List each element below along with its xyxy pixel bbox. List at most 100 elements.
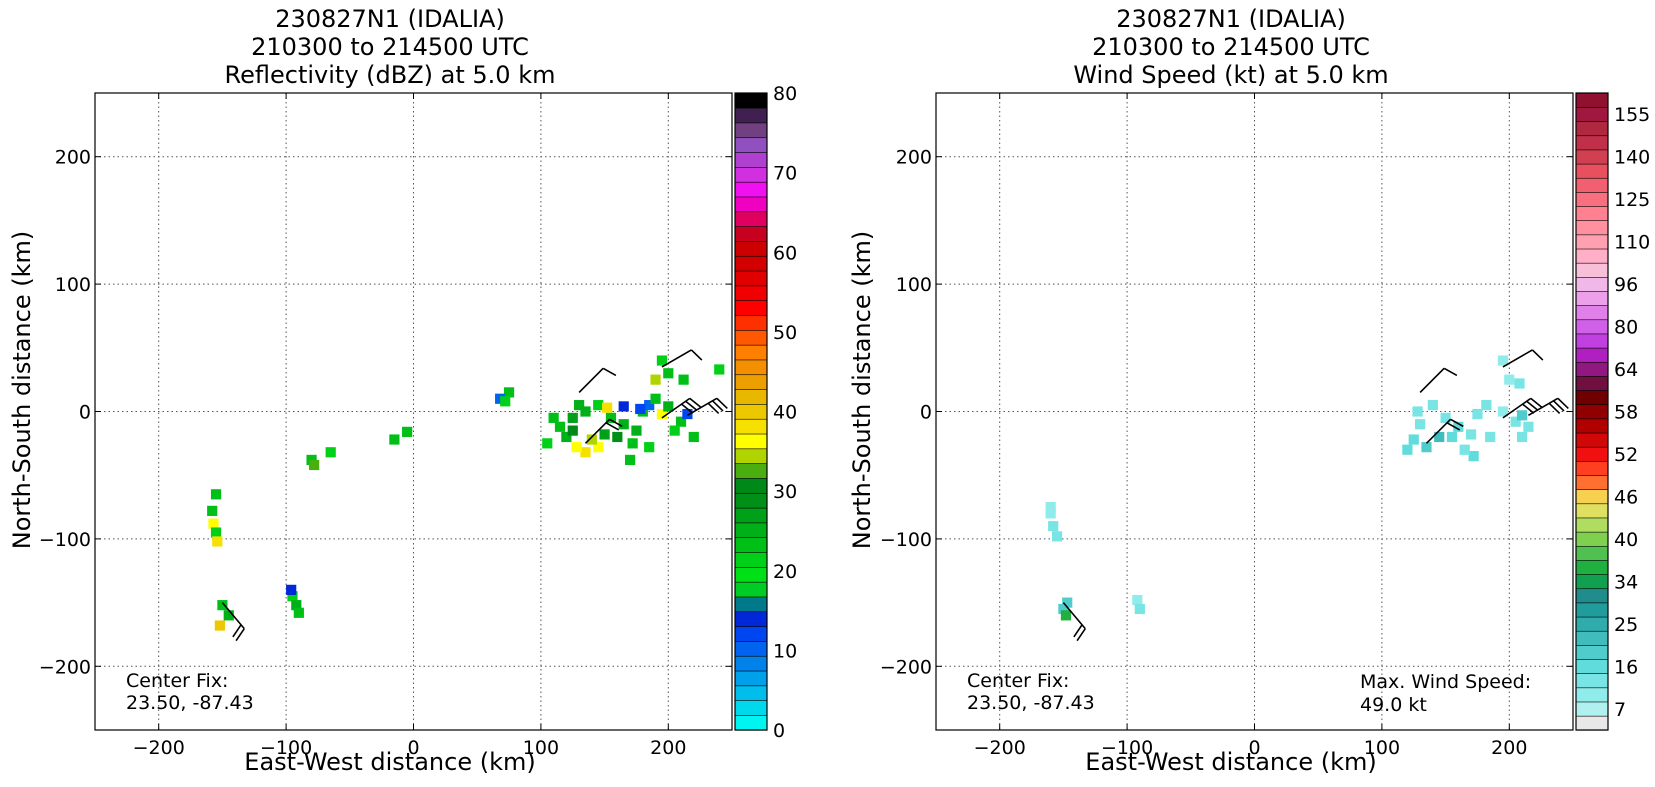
colorbar-segment: [734, 448, 768, 464]
colorbar-segment: [734, 537, 768, 553]
echo-cell: [389, 434, 400, 445]
echo-cell: [627, 438, 638, 449]
colorbar-segment: [1575, 262, 1609, 278]
wind-barb-staff: [1502, 397, 1532, 419]
echo-cell: [207, 505, 218, 516]
x-tick-label: 0: [407, 737, 419, 759]
colorbar-segment: [1575, 644, 1609, 660]
wind-barb-flag: [681, 403, 694, 414]
echo-cell: [1481, 400, 1492, 411]
colorbar-segment: [734, 551, 768, 568]
echo-cell: [571, 442, 582, 453]
wind-barb-flag: [1076, 628, 1086, 642]
wind-barb: [1502, 349, 1544, 368]
colorbar-segment: [1575, 602, 1609, 618]
colorbar-segment: [734, 477, 768, 494]
colorbar-tick-label: 40: [773, 402, 797, 424]
colorbar-segment: [1575, 588, 1609, 604]
colorbar-segment: [1575, 573, 1609, 590]
colorbar-segment: [734, 240, 768, 257]
echo-cell: [678, 374, 689, 385]
echo-cell: [574, 400, 585, 411]
echo-cell: [1465, 429, 1477, 440]
echo-cell: [542, 438, 553, 449]
colorbar-tick-label: 46: [1614, 486, 1638, 508]
colorbar-tick-label: 70: [773, 163, 797, 185]
colorbar-tick-label: 96: [1614, 274, 1638, 296]
echo-cell: [599, 429, 610, 440]
echo-cell: [663, 401, 674, 412]
wind-barb-staff: [1502, 349, 1533, 368]
colorbar-segment: [1575, 404, 1609, 420]
echo-cell: [624, 454, 636, 466]
wind-barb-flag: [685, 400, 698, 412]
echo-cell: [567, 412, 578, 423]
colorbar-segment: [1575, 517, 1609, 533]
colorbar-segment: [734, 359, 768, 376]
wind-barb-flag: [232, 624, 242, 638]
colorbar-segment: [734, 507, 768, 524]
colorbar-segment: [734, 226, 768, 242]
colorbar-segment: [1575, 106, 1609, 122]
colorbar-segment: [1575, 375, 1609, 391]
colorbar-segment: [1575, 389, 1609, 406]
colorbar-segment: [1575, 460, 1609, 476]
echo-cell: [669, 425, 680, 436]
colorbar-segment: [1575, 220, 1609, 236]
colorbar-segment: [1575, 92, 1609, 108]
echo-cell: [1051, 531, 1063, 542]
wind-barb-flag: [1446, 422, 1461, 431]
center-fix-label: Center Fix:: [126, 670, 228, 692]
echo-cell: [1516, 431, 1528, 443]
colorbar-segment: [1575, 630, 1609, 646]
colorbar-tick-label: 140: [1614, 147, 1650, 169]
colorbar-segment: [734, 685, 768, 701]
colorbar-segment: [734, 714, 768, 731]
y-tick-label: −100: [880, 529, 932, 551]
wind-barb-staff: [578, 367, 604, 393]
colorbar-segment: [1575, 489, 1609, 505]
wind-barb-flag: [1522, 403, 1535, 414]
colorbar-segment: [734, 137, 768, 153]
wind-barb-flag: [235, 628, 245, 642]
wind-barb: [221, 602, 245, 642]
wind-barb-flag: [707, 402, 720, 415]
x-tick-label: 200: [1491, 737, 1527, 759]
echo-cell: [580, 406, 591, 417]
wind-barb-staff: [1425, 418, 1452, 444]
echo-cell: [663, 368, 674, 379]
colorbar-segment: [734, 640, 768, 657]
colorbar-segment: [734, 581, 768, 598]
panel-title-line-3: Wind Speed (kt) at 5.0 km: [1073, 61, 1388, 89]
colorbar-segment: [1575, 418, 1609, 434]
colorbar-segment: [1575, 715, 1609, 731]
wind-barb-flag: [1443, 367, 1458, 377]
echo-cell: [1510, 416, 1521, 427]
wind-barb-flag: [1073, 624, 1083, 638]
colorbar-segment: [1575, 545, 1609, 561]
echo-cell: [309, 459, 320, 471]
echo-cell: [1415, 419, 1426, 430]
colorbar-segment: [734, 566, 768, 583]
echo-cell: [1048, 521, 1059, 532]
colorbar-segment: [734, 314, 768, 331]
echo-cell: [612, 431, 623, 443]
colorbar-segment: [734, 626, 768, 642]
colorbar-segment: [1575, 290, 1609, 306]
echo-cell: [217, 600, 228, 611]
colorbar-tick-label: 50: [773, 322, 797, 344]
echo-cell: [650, 393, 661, 404]
colorbar-segment: [734, 670, 768, 687]
y-axis-label: North-South distance (km): [848, 231, 876, 550]
colorbar-segment: [1575, 673, 1609, 689]
panel-title-line-3: Reflectivity (dBZ) at 5.0 km: [225, 61, 556, 89]
echo-cell: [714, 364, 725, 375]
colorbar-segment: [734, 285, 768, 301]
colorbar-segment: [734, 329, 768, 346]
x-tick-label: −100: [1101, 737, 1153, 759]
echo-cell: [1060, 610, 1072, 621]
colorbar-segment: [734, 492, 768, 509]
colorbar-segment: [1575, 559, 1609, 575]
y-tick-label: 100: [55, 274, 91, 296]
colorbar-frame: [734, 92, 768, 731]
